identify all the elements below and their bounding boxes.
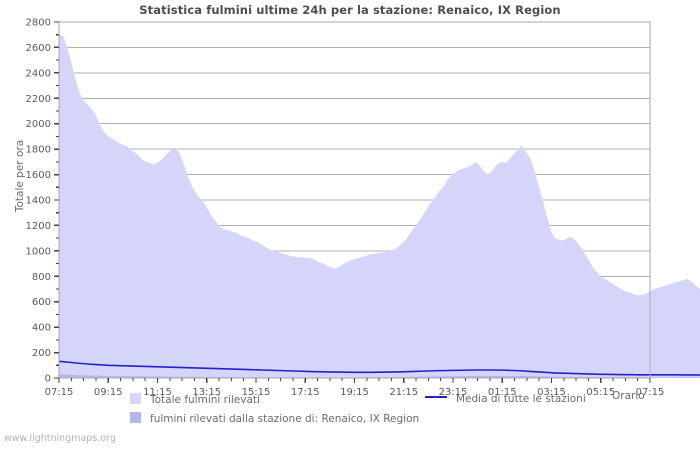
svg-text:600: 600 bbox=[32, 297, 51, 308]
svg-text:11:15: 11:15 bbox=[143, 387, 172, 398]
chart-title: Statistica fulmini ultime 24h per la sta… bbox=[139, 3, 561, 17]
y-axis-label: Totale per ora bbox=[14, 139, 26, 213]
series-total-area bbox=[59, 34, 700, 378]
legend-item-total: Totale fulmini rilevati bbox=[130, 393, 260, 406]
svg-text:1800: 1800 bbox=[26, 145, 51, 156]
legend-item-media: Media di tutte le stazioni bbox=[425, 393, 586, 405]
legend-label-total: Totale fulmini rilevati bbox=[150, 394, 260, 406]
watermark-text: www.lightningmaps.org bbox=[4, 433, 116, 444]
legend-label-media: Media di tutte le stazioni bbox=[456, 393, 586, 405]
svg-text:17:15: 17:15 bbox=[291, 387, 320, 398]
svg-text:09:15: 09:15 bbox=[94, 387, 123, 398]
svg-text:03:15: 03:15 bbox=[537, 387, 566, 398]
svg-text:1600: 1600 bbox=[26, 170, 51, 181]
svg-text:21:15: 21:15 bbox=[389, 387, 418, 398]
legend-line-media-icon bbox=[425, 396, 447, 398]
legend-item-station: fulmini rilevati dalla stazione di: Rena… bbox=[130, 412, 419, 425]
svg-text:2600: 2600 bbox=[26, 43, 51, 54]
legend-swatch-station-icon bbox=[130, 412, 141, 423]
x-axis-label: Orario bbox=[612, 390, 645, 402]
series-media-line bbox=[58, 360, 700, 376]
svg-text:1200: 1200 bbox=[26, 221, 51, 232]
svg-text:400: 400 bbox=[32, 323, 51, 334]
svg-text:23:15: 23:15 bbox=[439, 387, 468, 398]
svg-text:200: 200 bbox=[32, 348, 51, 359]
svg-text:01:15: 01:15 bbox=[488, 387, 517, 398]
svg-text:2800: 2800 bbox=[26, 18, 51, 29]
svg-text:13:15: 13:15 bbox=[192, 387, 221, 398]
svg-text:2400: 2400 bbox=[26, 68, 51, 79]
svg-text:2200: 2200 bbox=[26, 94, 51, 105]
svg-text:0: 0 bbox=[45, 374, 51, 385]
svg-text:07:15: 07:15 bbox=[636, 387, 665, 398]
x-axis-ticks: 07:15 09:15 11:15 13:15 15:15 17:15 19:15 21:15… bbox=[45, 378, 665, 398]
svg-text:2000: 2000 bbox=[26, 119, 51, 130]
svg-text:800: 800 bbox=[32, 272, 51, 283]
legend-swatch-total-icon bbox=[130, 393, 141, 404]
svg-text:1400: 1400 bbox=[26, 196, 51, 207]
svg-text:15:15: 15:15 bbox=[242, 387, 271, 398]
y-axis-ticks: 0 200 400 600 800 1000 1200 1400 1600 1800 2000 220… bbox=[26, 18, 59, 385]
svg-text:19:15: 19:15 bbox=[340, 387, 369, 398]
series-station-area bbox=[59, 374, 700, 378]
svg-text:07:15: 07:15 bbox=[45, 387, 74, 398]
svg-text:05:15: 05:15 bbox=[586, 387, 615, 398]
svg-text:1000: 1000 bbox=[26, 246, 51, 257]
legend-label-station: fulmini rilevati dalla stazione di: Rena… bbox=[150, 413, 420, 425]
